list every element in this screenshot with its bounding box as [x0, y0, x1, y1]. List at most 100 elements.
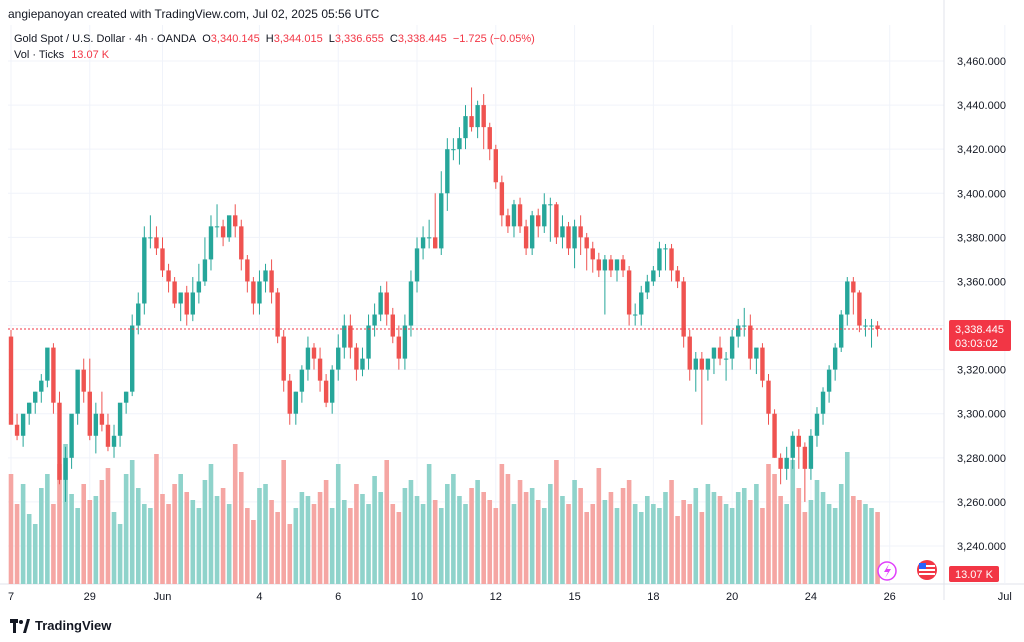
candle-body	[675, 270, 680, 282]
candle-body	[620, 259, 626, 271]
candle-body	[645, 281, 650, 293]
candle-body	[220, 226, 226, 238]
candle-body	[390, 314, 395, 337]
candle-body	[754, 347, 759, 359]
candle-body	[8, 336, 14, 425]
x-tick-label: Jun	[154, 591, 172, 603]
volume-bar	[342, 500, 347, 584]
candle-body	[578, 226, 583, 238]
lightning-icon[interactable]	[877, 561, 897, 581]
volume-bar	[178, 474, 183, 584]
volume-bar	[426, 464, 432, 584]
candle-body	[323, 380, 329, 403]
volume-bar	[723, 504, 729, 584]
candle-body	[681, 281, 686, 337]
volume-bar	[681, 500, 686, 584]
volume-bar	[463, 504, 468, 584]
volume-bar	[693, 488, 699, 584]
candle-body	[299, 369, 305, 392]
candle-body	[542, 204, 547, 227]
volume-bar	[117, 524, 123, 584]
volume-bar	[469, 488, 474, 584]
volume-bar	[32, 524, 38, 584]
volume-bar	[784, 504, 789, 584]
volume-bar	[263, 484, 268, 584]
volume-bar	[560, 496, 565, 584]
volume-bar	[711, 492, 717, 584]
volume-bar	[663, 492, 668, 584]
volume-bar	[257, 488, 262, 584]
tradingview-brand[interactable]: TradingView	[10, 618, 111, 633]
volume-bar	[808, 500, 814, 584]
tradingview-logo-icon	[10, 618, 30, 633]
volume-bar	[396, 512, 402, 584]
volume-bar	[451, 474, 456, 584]
volume-bar	[584, 512, 589, 584]
y-tick-label: 3,320.000	[957, 365, 1006, 377]
candle-body	[166, 270, 171, 282]
candle-body	[875, 325, 880, 329]
volume-bar	[772, 474, 777, 584]
volume-bar	[269, 500, 274, 584]
volume-bar	[14, 504, 20, 584]
volume-bar	[457, 496, 462, 584]
candle-body	[560, 226, 565, 238]
price-tag: 3,338.445 03:03:02	[949, 320, 1011, 351]
candle-body	[117, 402, 123, 436]
y-tick-label: 3,360.000	[957, 276, 1006, 288]
candle-body	[572, 226, 577, 249]
symbol-legend: Gold Spot / U.S. Dollar · 4h · OANDA O3,…	[14, 33, 538, 45]
volume-bar	[869, 508, 874, 584]
volume-bar	[741, 488, 747, 584]
volume-bar	[548, 484, 553, 584]
candle-body	[463, 116, 468, 139]
candle-body	[184, 292, 189, 315]
candle-body	[142, 237, 147, 304]
volume-bar	[857, 500, 862, 584]
volume-bar	[432, 500, 438, 584]
volume-bar	[735, 492, 741, 584]
candle-body	[281, 336, 286, 381]
candle-body	[75, 369, 80, 414]
candle-body	[760, 347, 765, 381]
volume-bar	[529, 488, 535, 584]
volume-bar	[566, 504, 571, 584]
volume-bar	[402, 488, 408, 584]
x-tick-label: 12	[490, 591, 502, 603]
volume-bar	[45, 474, 50, 584]
candle-body	[814, 413, 820, 436]
candle-body	[384, 292, 389, 315]
us-flag-icon[interactable]	[917, 560, 937, 580]
candle-body	[123, 391, 129, 403]
volume-legend: Vol · Ticks 13.07 K	[14, 49, 109, 61]
candle-body	[214, 226, 220, 228]
volume-bar	[535, 500, 541, 584]
candle-body	[851, 281, 856, 293]
candle-body	[736, 325, 741, 337]
x-tick-label: 20	[726, 591, 738, 603]
candle-body	[790, 435, 795, 458]
volume-bar	[493, 508, 499, 584]
volume-bar	[863, 504, 868, 584]
volume-bar	[142, 504, 147, 584]
volume-bar	[638, 512, 644, 584]
price-tag-countdown: 03:03:02	[955, 338, 998, 350]
high-label: H	[265, 33, 274, 45]
volume-bar	[602, 500, 608, 584]
candle-body	[311, 347, 317, 359]
candle-body	[275, 292, 280, 337]
volume-bar	[875, 512, 880, 584]
volume-bar	[354, 484, 359, 584]
candle-body	[172, 281, 177, 304]
candle-body	[457, 138, 462, 150]
candle-body	[554, 204, 559, 238]
volume-bar	[838, 484, 844, 584]
y-tick-label: 3,260.000	[957, 497, 1006, 509]
candle-body	[14, 424, 20, 436]
volume-bar	[69, 494, 74, 584]
volume-bar	[208, 464, 214, 584]
volume-bar	[438, 508, 444, 584]
volume-bar	[299, 492, 305, 584]
open-value: 3,340.145	[210, 33, 260, 45]
